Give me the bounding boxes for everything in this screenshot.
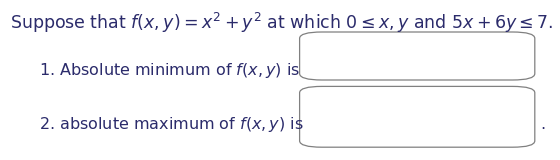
FancyBboxPatch shape — [300, 86, 535, 147]
Text: 1. Absolute minimum of $f(x, y)$ is: 1. Absolute minimum of $f(x, y)$ is — [39, 61, 300, 80]
Text: 2. absolute maximum of $f(x, y)$ is: 2. absolute maximum of $f(x, y)$ is — [39, 115, 304, 134]
FancyBboxPatch shape — [300, 32, 535, 80]
Text: Suppose that $f(x, y) = x^2 + y^2$ at which $0 \leq x, y$ and $5x + 6y \leq 7$.: Suppose that $f(x, y) = x^2 + y^2$ at wh… — [10, 11, 554, 35]
Text: .: . — [540, 117, 545, 132]
